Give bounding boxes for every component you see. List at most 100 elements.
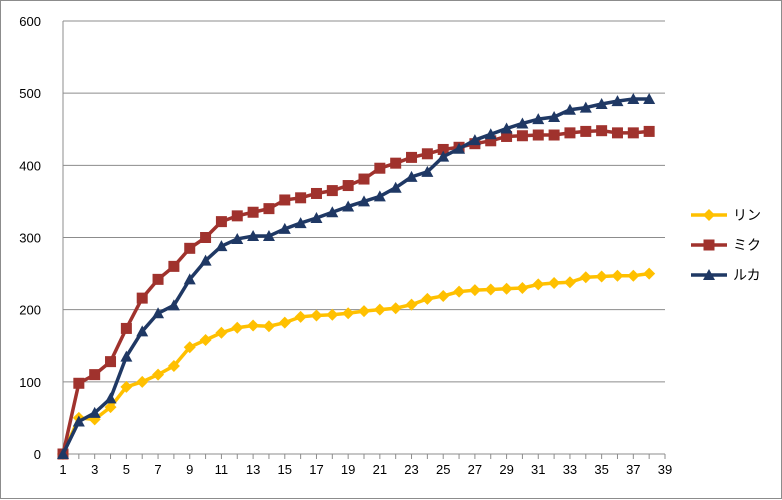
data-point-2 [643, 125, 655, 137]
x-tick-label: 11 [215, 462, 229, 477]
data-point-2 [279, 194, 291, 206]
data-point-2 [437, 143, 449, 155]
data-point-3 [57, 448, 69, 459]
data-point-3 [199, 254, 212, 266]
x-tick-label: 33 [563, 462, 577, 477]
data-point-2 [247, 206, 259, 218]
data-point-2 [485, 135, 497, 147]
x-tick-label: 35 [594, 462, 608, 477]
data-point-1 [294, 310, 307, 323]
data-point-1 [120, 380, 133, 393]
legend-marker [703, 239, 715, 251]
data-point-3 [595, 97, 608, 109]
data-point-2 [564, 127, 576, 139]
x-tick-label: 39 [658, 462, 672, 477]
x-tick-label: 13 [246, 462, 260, 477]
data-point-2 [168, 260, 180, 272]
data-point-3 [88, 406, 101, 418]
data-point-2 [548, 129, 560, 141]
data-point-2 [215, 216, 227, 228]
data-point-1 [563, 276, 576, 289]
data-point-3 [643, 92, 656, 104]
y-tick-label: 0 [34, 447, 41, 462]
data-point-3 [342, 200, 355, 212]
data-point-3 [548, 110, 561, 122]
data-point-2 [580, 125, 592, 137]
data-point-1 [104, 401, 117, 414]
data-point-1 [247, 319, 260, 332]
data-point-3 [152, 307, 165, 319]
data-point-3 [468, 134, 481, 146]
data-point-1 [342, 307, 355, 320]
data-point-2 [358, 173, 370, 185]
data-point-1 [500, 282, 513, 295]
data-point-2 [263, 203, 275, 215]
x-tick-label: 27 [468, 462, 482, 477]
x-tick-label: 23 [404, 462, 418, 477]
data-point-3 [405, 170, 418, 182]
data-point-1 [373, 303, 386, 316]
x-tick-label: 31 [531, 462, 545, 477]
data-point-1 [278, 316, 291, 329]
data-point-1 [548, 276, 561, 289]
data-point-2 [532, 129, 544, 141]
data-point-3 [389, 181, 402, 193]
x-tick-label: 7 [154, 462, 161, 477]
data-point-1 [167, 359, 180, 372]
data-point-1 [358, 305, 370, 318]
data-point-3 [437, 150, 450, 162]
data-point-3 [104, 392, 117, 404]
data-point-3 [373, 190, 386, 202]
data-point-3 [247, 230, 260, 242]
legend-label: リン [733, 207, 761, 223]
data-point-3 [310, 212, 323, 224]
x-tick-label: 25 [436, 462, 450, 477]
data-point-1 [152, 368, 165, 381]
data-point-1 [421, 292, 434, 305]
data-point-3 [611, 95, 624, 107]
data-point-3 [294, 217, 307, 229]
data-point-1 [389, 302, 402, 315]
x-tick-label: 1 [59, 462, 66, 477]
data-point-2 [627, 127, 639, 139]
data-point-2 [374, 162, 386, 174]
data-point-3 [421, 165, 434, 177]
data-point-3 [326, 206, 339, 218]
y-tick-label: 600 [19, 14, 41, 29]
data-point-2 [390, 157, 402, 169]
data-point-1 [262, 320, 275, 333]
data-point-3 [579, 101, 592, 113]
data-point-3 [627, 92, 640, 104]
data-point-2 [120, 322, 132, 334]
data-point-2 [152, 273, 164, 285]
data-point-2 [516, 130, 528, 142]
y-tick-label: 100 [19, 375, 41, 390]
data-point-3 [262, 230, 275, 242]
y-tick-label: 200 [19, 303, 41, 318]
data-point-1 [199, 333, 212, 346]
data-point-1 [579, 271, 592, 284]
data-point-1 [215, 326, 228, 339]
data-point-1 [643, 267, 656, 280]
data-point-2 [136, 292, 148, 304]
data-point-2 [200, 232, 212, 243]
data-point-1 [136, 375, 149, 388]
x-tick-label: 37 [626, 462, 640, 477]
x-tick-label: 21 [373, 462, 387, 477]
data-point-1 [310, 309, 323, 322]
data-point-3 [72, 415, 85, 427]
data-point-2 [501, 130, 513, 142]
legend-label: ルカ [733, 267, 761, 283]
data-point-1 [484, 283, 497, 296]
data-point-3 [167, 299, 180, 311]
x-tick-label: 3 [91, 462, 98, 477]
x-tick-label: 17 [309, 462, 323, 477]
data-point-2 [231, 210, 243, 222]
data-point-2 [310, 187, 322, 199]
legend-label: ミク [733, 237, 761, 253]
x-tick-label: 19 [341, 462, 355, 477]
data-point-3 [484, 128, 497, 140]
data-point-1 [611, 269, 624, 282]
